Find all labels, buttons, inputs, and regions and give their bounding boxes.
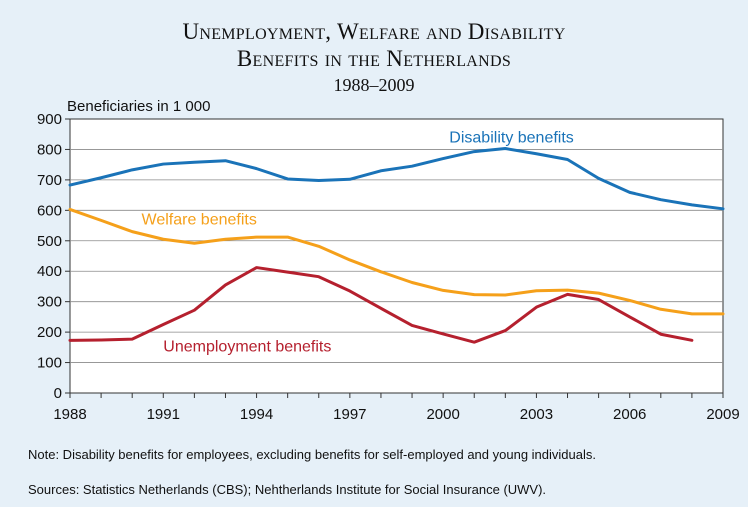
x-tick-label: 2009: [706, 406, 739, 423]
y-tick-label: 800: [37, 141, 62, 158]
x-tick-label: 1991: [147, 406, 180, 423]
y-tick-label: 300: [37, 294, 62, 311]
y-tick-label: 0: [54, 385, 62, 402]
plot-area: [69, 118, 724, 394]
series-line-unemployment: [68, 266, 694, 344]
series-label-disability: Disability benefits: [449, 130, 574, 147]
chart-title-line-1: Unemployment, Welfare and Disability: [182, 19, 566, 44]
chart-subtitle: 1988–2009: [333, 75, 415, 95]
x-tick-label: 2000: [426, 406, 459, 423]
chart-note: Note: Disability benefits for employees,…: [28, 447, 596, 462]
chart-title: Unemployment, Welfare and Disability Ben…: [0, 18, 748, 72]
series-line-welfare: [68, 207, 725, 316]
series-line-disability: [68, 147, 725, 211]
y-tick-label: 200: [37, 324, 62, 341]
y-tick-label: 900: [37, 111, 62, 128]
y-tick-label: 400: [37, 263, 62, 280]
x-tick-label: 2003: [520, 406, 553, 423]
y-tick-label: 600: [37, 202, 62, 219]
chart-sources: Sources: Statistics Netherlands (CBS); N…: [28, 482, 547, 497]
x-tick-label: 1988: [53, 406, 86, 423]
x-tick-label: 2006: [613, 406, 646, 423]
x-tick-label: 1997: [333, 406, 366, 423]
y-tick-label: 500: [37, 233, 62, 250]
series-label-unemployment: Unemployment benefits: [163, 338, 331, 355]
y-axis-label: Beneficiaries in 1 000: [67, 98, 211, 115]
y-tick-label: 700: [37, 172, 62, 189]
x-tick-label: 1994: [240, 406, 273, 423]
chart-title-line-2: Benefits in the Netherlands: [236, 46, 512, 71]
y-tick-label: 100: [37, 355, 62, 372]
series-label-welfare: Welfare benefits: [142, 212, 257, 229]
